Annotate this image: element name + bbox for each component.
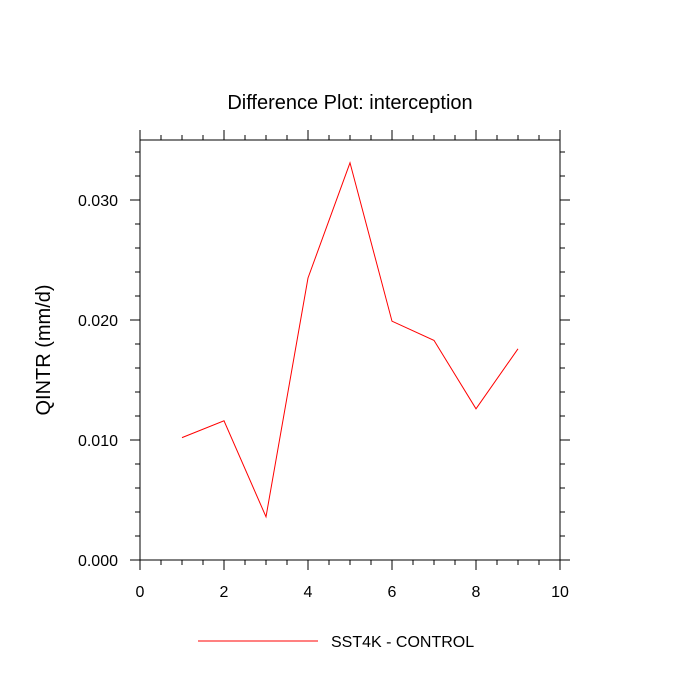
y-tick-label: 0.020 <box>78 313 118 330</box>
x-tick-label: 10 <box>551 584 569 601</box>
minor-ticks <box>135 135 565 565</box>
y-tick-label: 0.000 <box>78 553 118 570</box>
plot-frame <box>139 139 561 561</box>
series-line-0 <box>181 161 519 519</box>
legend-label-sst4k-control: SST4K - CONTROL <box>331 634 474 651</box>
series-layer <box>181 161 519 519</box>
x-tick-label: 8 <box>472 584 481 601</box>
major-ticks <box>130 130 570 570</box>
y-tick-label: 0.030 <box>78 193 118 210</box>
legend: SST4K - CONTROL <box>198 634 474 651</box>
x-tick-labels: 0 2 4 6 8 10 <box>136 584 569 601</box>
x-tick-label: 2 <box>220 584 229 601</box>
x-tick-label: 4 <box>304 584 313 601</box>
y-axis-label: QINTR (mm/d) <box>33 284 55 415</box>
y-tick-labels: 0.000 0.010 0.020 0.030 <box>78 193 118 570</box>
x-tick-label: 0 <box>136 584 145 601</box>
x-tick-label: 6 <box>388 584 397 601</box>
chart-title: Difference Plot: interception <box>227 92 472 114</box>
y-tick-label: 0.010 <box>78 433 118 450</box>
